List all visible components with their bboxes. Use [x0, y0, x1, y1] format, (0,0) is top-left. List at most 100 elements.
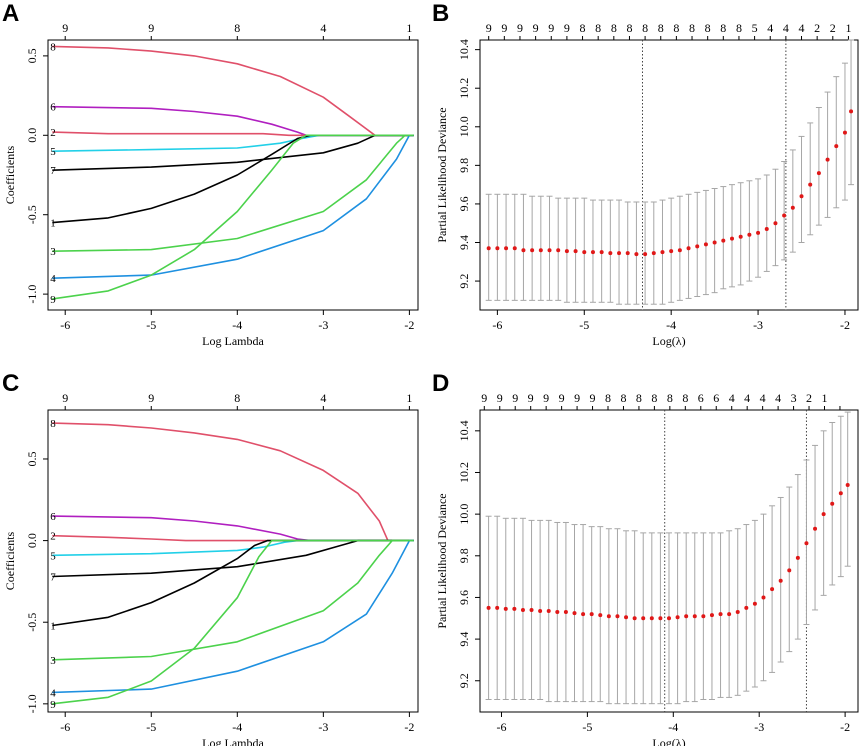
- deviance-point-b: [764, 227, 769, 231]
- coef-path-a-9: [52, 134, 414, 300]
- y-tick-label-c: -1.0: [25, 694, 39, 713]
- deviance-point-b: [842, 130, 847, 135]
- deviance-point-d: [692, 614, 697, 619]
- deviance-point-d: [830, 501, 835, 506]
- deviance-point-b: [486, 246, 491, 251]
- x-tick-label-c: -3: [318, 720, 328, 734]
- x-axis-label-a: Log Lambda: [202, 334, 264, 348]
- x-tick-label-b: -2: [840, 318, 850, 332]
- top-tick-label-b: 2: [814, 21, 820, 35]
- coef-path-label-a-3: 3: [50, 246, 56, 258]
- top-tick-label-b: 2: [830, 21, 836, 35]
- coef-path-c-1: [52, 539, 414, 627]
- deviance-point-b: [695, 244, 700, 249]
- plot-frame-d: [479, 409, 859, 713]
- coef-path-c-9: [52, 539, 414, 705]
- top-tick-label-d: 4: [744, 391, 750, 405]
- panel-label-b: B: [432, 0, 450, 27]
- deviance-point-d: [555, 610, 560, 615]
- deviance-point-b: [512, 246, 517, 251]
- y-tick-label-c: 0.0: [25, 533, 39, 548]
- top-tick-label-b: 9: [564, 21, 570, 35]
- x-tick-label-c: -6: [60, 720, 70, 734]
- coef-path-label-c-7: 7: [50, 572, 56, 584]
- x-tick-label-a: -2: [404, 318, 414, 332]
- top-tick-label-b: 9: [486, 21, 492, 35]
- top-tick-label-d: 1: [821, 391, 827, 405]
- deviance-point-d: [701, 614, 706, 619]
- coef-path-label-c-3: 3: [50, 655, 56, 667]
- coef-path-a-1: [52, 134, 414, 224]
- top-tick-label-d: 8: [605, 391, 611, 405]
- x-tick-label-c: -4: [232, 720, 242, 734]
- x-tick-label-d: -3: [754, 720, 764, 734]
- top-tick-label-c: 4: [320, 391, 326, 405]
- deviance-point-b: [721, 238, 726, 243]
- panel-label-c: C: [2, 370, 20, 397]
- deviance-point-d: [778, 578, 783, 583]
- coef-path-label-c-9: 9: [50, 699, 56, 711]
- deviance-point-d: [649, 616, 654, 621]
- coef-path-label-a-4: 4: [50, 273, 56, 285]
- deviance-point-d: [486, 605, 491, 610]
- top-tick-label-b: 8: [626, 21, 632, 35]
- x-tick-label-a: -5: [146, 318, 156, 332]
- top-tick-label-d: 9: [481, 391, 487, 405]
- x-tick-label-a: -6: [60, 318, 70, 332]
- y-tick-label-d: 9.4: [457, 632, 471, 647]
- deviance-point-d: [684, 614, 689, 619]
- top-tick-label-d: 8: [636, 391, 642, 405]
- coef-path-label-c-4: 4: [50, 687, 56, 699]
- deviance-point-d: [744, 605, 749, 610]
- deviance-point-d: [606, 614, 611, 619]
- top-tick-label-b: 1: [845, 21, 851, 35]
- coef-path-c-8: [52, 422, 414, 542]
- deviance-point-b: [530, 248, 535, 253]
- x-tick-label-d: -2: [840, 720, 850, 734]
- deviance-point-b: [564, 249, 569, 254]
- top-tick-label-d: 9: [543, 391, 549, 405]
- deviance-point-b: [738, 234, 743, 239]
- coef-path-a-8: [52, 45, 414, 137]
- top-tick-label-d: 8: [682, 391, 688, 405]
- deviance-point-b: [790, 205, 795, 210]
- top-tick-label-b: 8: [642, 21, 648, 35]
- top-tick-label-d: 2: [806, 391, 812, 405]
- top-tick-label-a: 9: [62, 21, 68, 35]
- top-tick-label-d: 9: [590, 391, 596, 405]
- top-tick-label-a: 9: [148, 21, 154, 35]
- y-tick-label-a: 0.0: [25, 128, 39, 143]
- y-tick-label-d: 9.6: [457, 590, 471, 605]
- coef-path-label-a-5: 5: [50, 146, 56, 158]
- top-tick-label-b: 8: [611, 21, 617, 35]
- deviance-point-b: [556, 248, 561, 253]
- y-tick-label-a: -1.0: [25, 285, 39, 304]
- coef-path-label-a-1: 1: [50, 218, 56, 230]
- x-tick-label-d: -4: [668, 720, 678, 734]
- top-tick-label-b: 9: [548, 21, 554, 35]
- deviance-point-b: [634, 252, 639, 257]
- deviance-point-d: [675, 615, 680, 620]
- coef-path-label-a-8: 8: [50, 41, 56, 53]
- deviance-point-d: [804, 541, 809, 546]
- x-tick-label-b: -5: [579, 318, 589, 332]
- panel-label-a: A: [2, 0, 20, 27]
- top-tick-label-d: 8: [651, 391, 657, 405]
- x-axis-label-d: Log(λ): [652, 736, 685, 746]
- y-axis-label-a: Coefficients: [3, 145, 17, 204]
- top-tick-label-d: 9: [512, 391, 518, 405]
- deviance-point-d: [520, 607, 525, 612]
- deviance-point-b: [608, 251, 613, 256]
- y-tick-label-b: 10.4: [457, 39, 471, 60]
- deviance-point-b: [808, 182, 813, 187]
- y-axis-label-c: Coefficients: [3, 531, 17, 590]
- coef-path-label-c-2: 2: [50, 531, 56, 543]
- deviance-point-b: [669, 249, 674, 254]
- deviance-point-b: [773, 221, 778, 226]
- top-tick-label-d: 9: [559, 391, 565, 405]
- coef-path-label-c-6: 6: [50, 511, 56, 523]
- deviance-point-b: [547, 248, 552, 253]
- deviance-point-d: [667, 616, 671, 621]
- coef-path-label-a-7: 7: [50, 165, 56, 177]
- x-tick-label-b: -4: [666, 318, 676, 332]
